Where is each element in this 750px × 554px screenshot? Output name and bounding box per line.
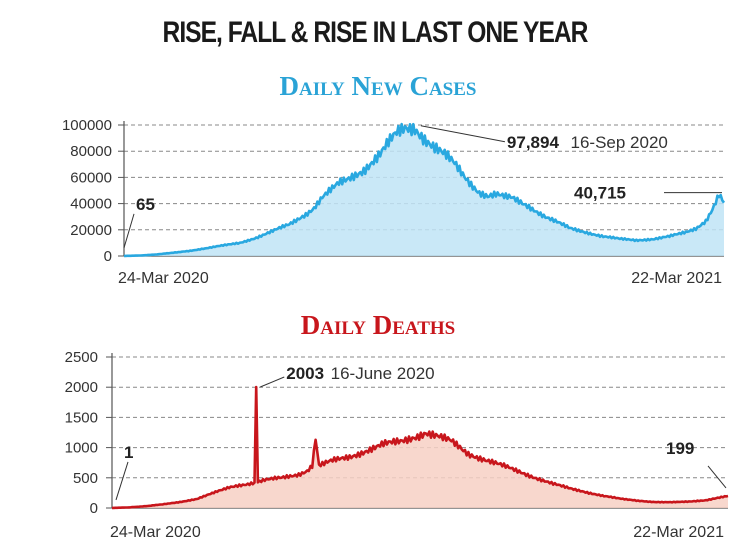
series-area-fill <box>124 124 724 256</box>
series-line <box>112 385 729 510</box>
deaths-annotations: 1 2003 16-June 2020 199 <box>115 364 727 501</box>
annotation-leader <box>260 376 285 388</box>
annotation-value: 97,894 <box>507 133 560 152</box>
y-tick-label: 60000 <box>70 169 112 186</box>
annotation-leader <box>123 213 135 249</box>
y-tick-label: 1000 <box>65 440 98 457</box>
y-tick-label: 100000 <box>62 117 112 134</box>
annotation-leader <box>420 125 506 143</box>
annotation-value: 2003 <box>286 364 324 383</box>
y-tick-label: 2500 <box>65 349 98 366</box>
annotation-leader <box>115 461 129 501</box>
page-title: RISE, FALL & RISE IN LAST ONE YEAR <box>162 16 589 49</box>
y-tick-label: 500 <box>73 470 98 487</box>
annotation-date: 16-Sep 2020 <box>571 133 668 152</box>
annotation-date: 16-June 2020 <box>331 364 435 383</box>
deaths-x-end-label: 22-Mar 2021 <box>633 524 724 541</box>
cases-annotations: 65 97,894 16-Sep 2020 40,715 <box>123 125 722 249</box>
deaths-x-start-label: 24-Mar 2020 <box>110 524 201 541</box>
y-tick-label: 1500 <box>65 409 98 426</box>
deaths-chart-title: Daily Deaths <box>301 310 456 340</box>
y-tick-label: 80000 <box>70 143 112 160</box>
annotation-value: 1 <box>124 443 133 462</box>
series-area-fill <box>112 387 728 508</box>
y-tick-label: 2000 <box>65 379 98 396</box>
cases-area-series <box>124 122 726 258</box>
annotation-value: 40,715 <box>574 184 626 203</box>
y-tick-label: 0 <box>104 248 112 265</box>
cases-x-start-label: 24-Mar 2020 <box>118 270 209 287</box>
y-tick-label: 40000 <box>70 196 112 213</box>
annotation-leader <box>707 465 727 489</box>
series-line <box>124 122 726 258</box>
cases-x-end-label: 22-Mar 2021 <box>631 270 722 287</box>
annotation-value: 199 <box>666 439 694 458</box>
y-tick-label: 20000 <box>70 222 112 239</box>
daily-cases-chart: Daily New Cases 100000 80000 60000 40000 200… <box>62 71 726 287</box>
cases-chart-title: Daily New Cases <box>280 71 477 101</box>
annotation-value: 65 <box>136 195 155 214</box>
y-tick-label: 0 <box>90 500 98 517</box>
deaths-area-series <box>112 385 729 510</box>
